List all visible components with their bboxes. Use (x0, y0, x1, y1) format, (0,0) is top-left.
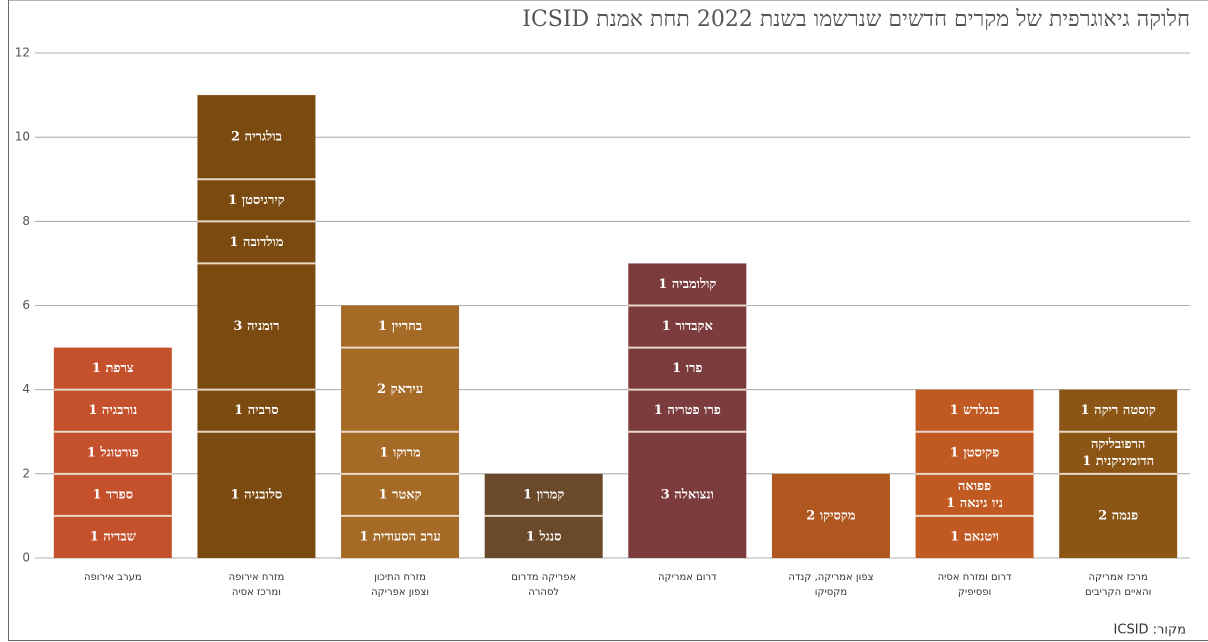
bar-segment (341, 347, 460, 432)
bar-segment (915, 473, 1034, 516)
segment-label: קולומביה 1 (658, 277, 716, 292)
bar-segment (53, 431, 172, 474)
segment-label: פרו 1 (672, 361, 702, 376)
x-tick-label: אפריקה מדרום (511, 572, 576, 583)
bar-segment (484, 515, 603, 558)
bar-segment (628, 305, 747, 348)
bar-segment (1059, 473, 1178, 558)
bar-segment (915, 431, 1034, 474)
segment-label: פפואה (958, 479, 991, 494)
bar-segment (341, 305, 460, 348)
chart-title: חלוקה גיאוגרפית של מקרים חדשים שנרשמו בש… (522, 7, 1190, 32)
bar-segment (197, 431, 316, 558)
bar-segment (484, 473, 603, 516)
segment-label: רומניה 3 (233, 319, 279, 334)
bar-segment (628, 389, 747, 432)
segment-label: פורטוגל 1 (87, 445, 139, 460)
y-tick-label: 4 (22, 382, 30, 396)
segment-label: ניו גינאה 1 (946, 496, 1003, 511)
x-tick-label: צפון אמריקה, קנדה (788, 572, 873, 583)
y-tick-label: 10 (15, 130, 30, 144)
segment-label: סנגל 1 (526, 529, 562, 544)
bar-segment (628, 431, 747, 558)
segment-label: הדומיניקנית 1 (1082, 454, 1154, 469)
bar-segment (628, 347, 747, 390)
bar-segment (341, 473, 460, 516)
x-tick-label: מרכז אמריקה (1089, 572, 1148, 583)
segment-label: מולדובה 1 (229, 235, 283, 250)
segment-label: בחריין 1 (378, 319, 422, 334)
segment-label: פקיסטן 1 (950, 445, 1000, 460)
y-tick-label: 12 (15, 46, 30, 60)
bar-segment (53, 347, 172, 390)
y-tick-label: 6 (22, 298, 30, 312)
segment-label: סלובניה 1 (231, 487, 283, 502)
x-tick-label: דרום אמריקה (658, 572, 717, 583)
frame (8, 0, 1208, 641)
y-tick-label: 0 (22, 551, 30, 565)
x-tick-label: וצפון אפריקה (371, 587, 429, 598)
x-tick-label: מזרח אירופה (229, 572, 285, 583)
bar-segment (771, 473, 890, 558)
segment-label: מרוקו 1 (379, 445, 421, 460)
bar-segment (1059, 431, 1178, 474)
bar-segment (628, 263, 747, 306)
segment-label: צרפת 1 (92, 361, 134, 376)
segment-label: בולגריה 2 (231, 130, 282, 145)
segment-label: קאטר 1 (379, 487, 422, 502)
bar-segment (341, 515, 460, 558)
x-tick-label: לסהרה (528, 587, 559, 598)
segment-label: ספרד 1 (92, 487, 133, 502)
bar-segment (341, 431, 460, 474)
x-tick-label: ומרכז אסיה (232, 587, 281, 598)
segment-label: עיראק 2 (377, 382, 423, 397)
y-tick-label: 8 (22, 214, 30, 228)
segment-label: אקבדור 1 (662, 319, 713, 334)
segment-label: קירגיסטן 1 (228, 193, 285, 208)
bar-segment (197, 95, 316, 180)
bar-segment (915, 389, 1034, 432)
x-tick-label: והאיים הקריבים (1085, 587, 1151, 598)
bar-segment (197, 221, 316, 264)
segment-label: סרביה 1 (234, 403, 279, 418)
bar-segment (53, 515, 172, 558)
x-tick-label: מערב אירופה (84, 572, 142, 583)
segment-label: ונצואלה 3 (661, 487, 714, 502)
segment-label: הרפובליקה (1091, 437, 1145, 452)
x-tick-label: ופסיפיק (958, 587, 991, 598)
bar-segment (53, 389, 172, 432)
segment-label: נורבגיה 1 (88, 403, 137, 418)
x-tick-label: מזרח התיכון (374, 572, 426, 583)
bar-segment (915, 515, 1034, 558)
segment-label: בנגלדש 1 (950, 403, 1000, 418)
bar-segment (1059, 389, 1178, 432)
segment-label: שבדיה 1 (90, 529, 137, 544)
segment-label: פרו פטריה 1 (654, 403, 721, 418)
x-tick-label: מקסיקו (815, 587, 847, 598)
bar-segment (197, 179, 316, 222)
segment-label: ויטנאם 1 (950, 529, 999, 544)
segment-label: ערב הסעודית 1 (359, 529, 440, 544)
x-tick-label: דרום ומזרח אסיה (938, 572, 1012, 583)
segment-label: קוסטה ריקה 1 (1081, 403, 1156, 418)
segment-label: קמרון 1 (523, 487, 564, 502)
bar-segment (53, 473, 172, 516)
bar-segment (197, 389, 316, 432)
segment-label: פנמה 2 (1098, 508, 1138, 523)
bar-segment (197, 263, 316, 390)
y-tick-label: 2 (22, 466, 30, 480)
segment-label: מקסיקו 2 (806, 508, 856, 523)
source: מקור: ICSID (1114, 623, 1186, 638)
